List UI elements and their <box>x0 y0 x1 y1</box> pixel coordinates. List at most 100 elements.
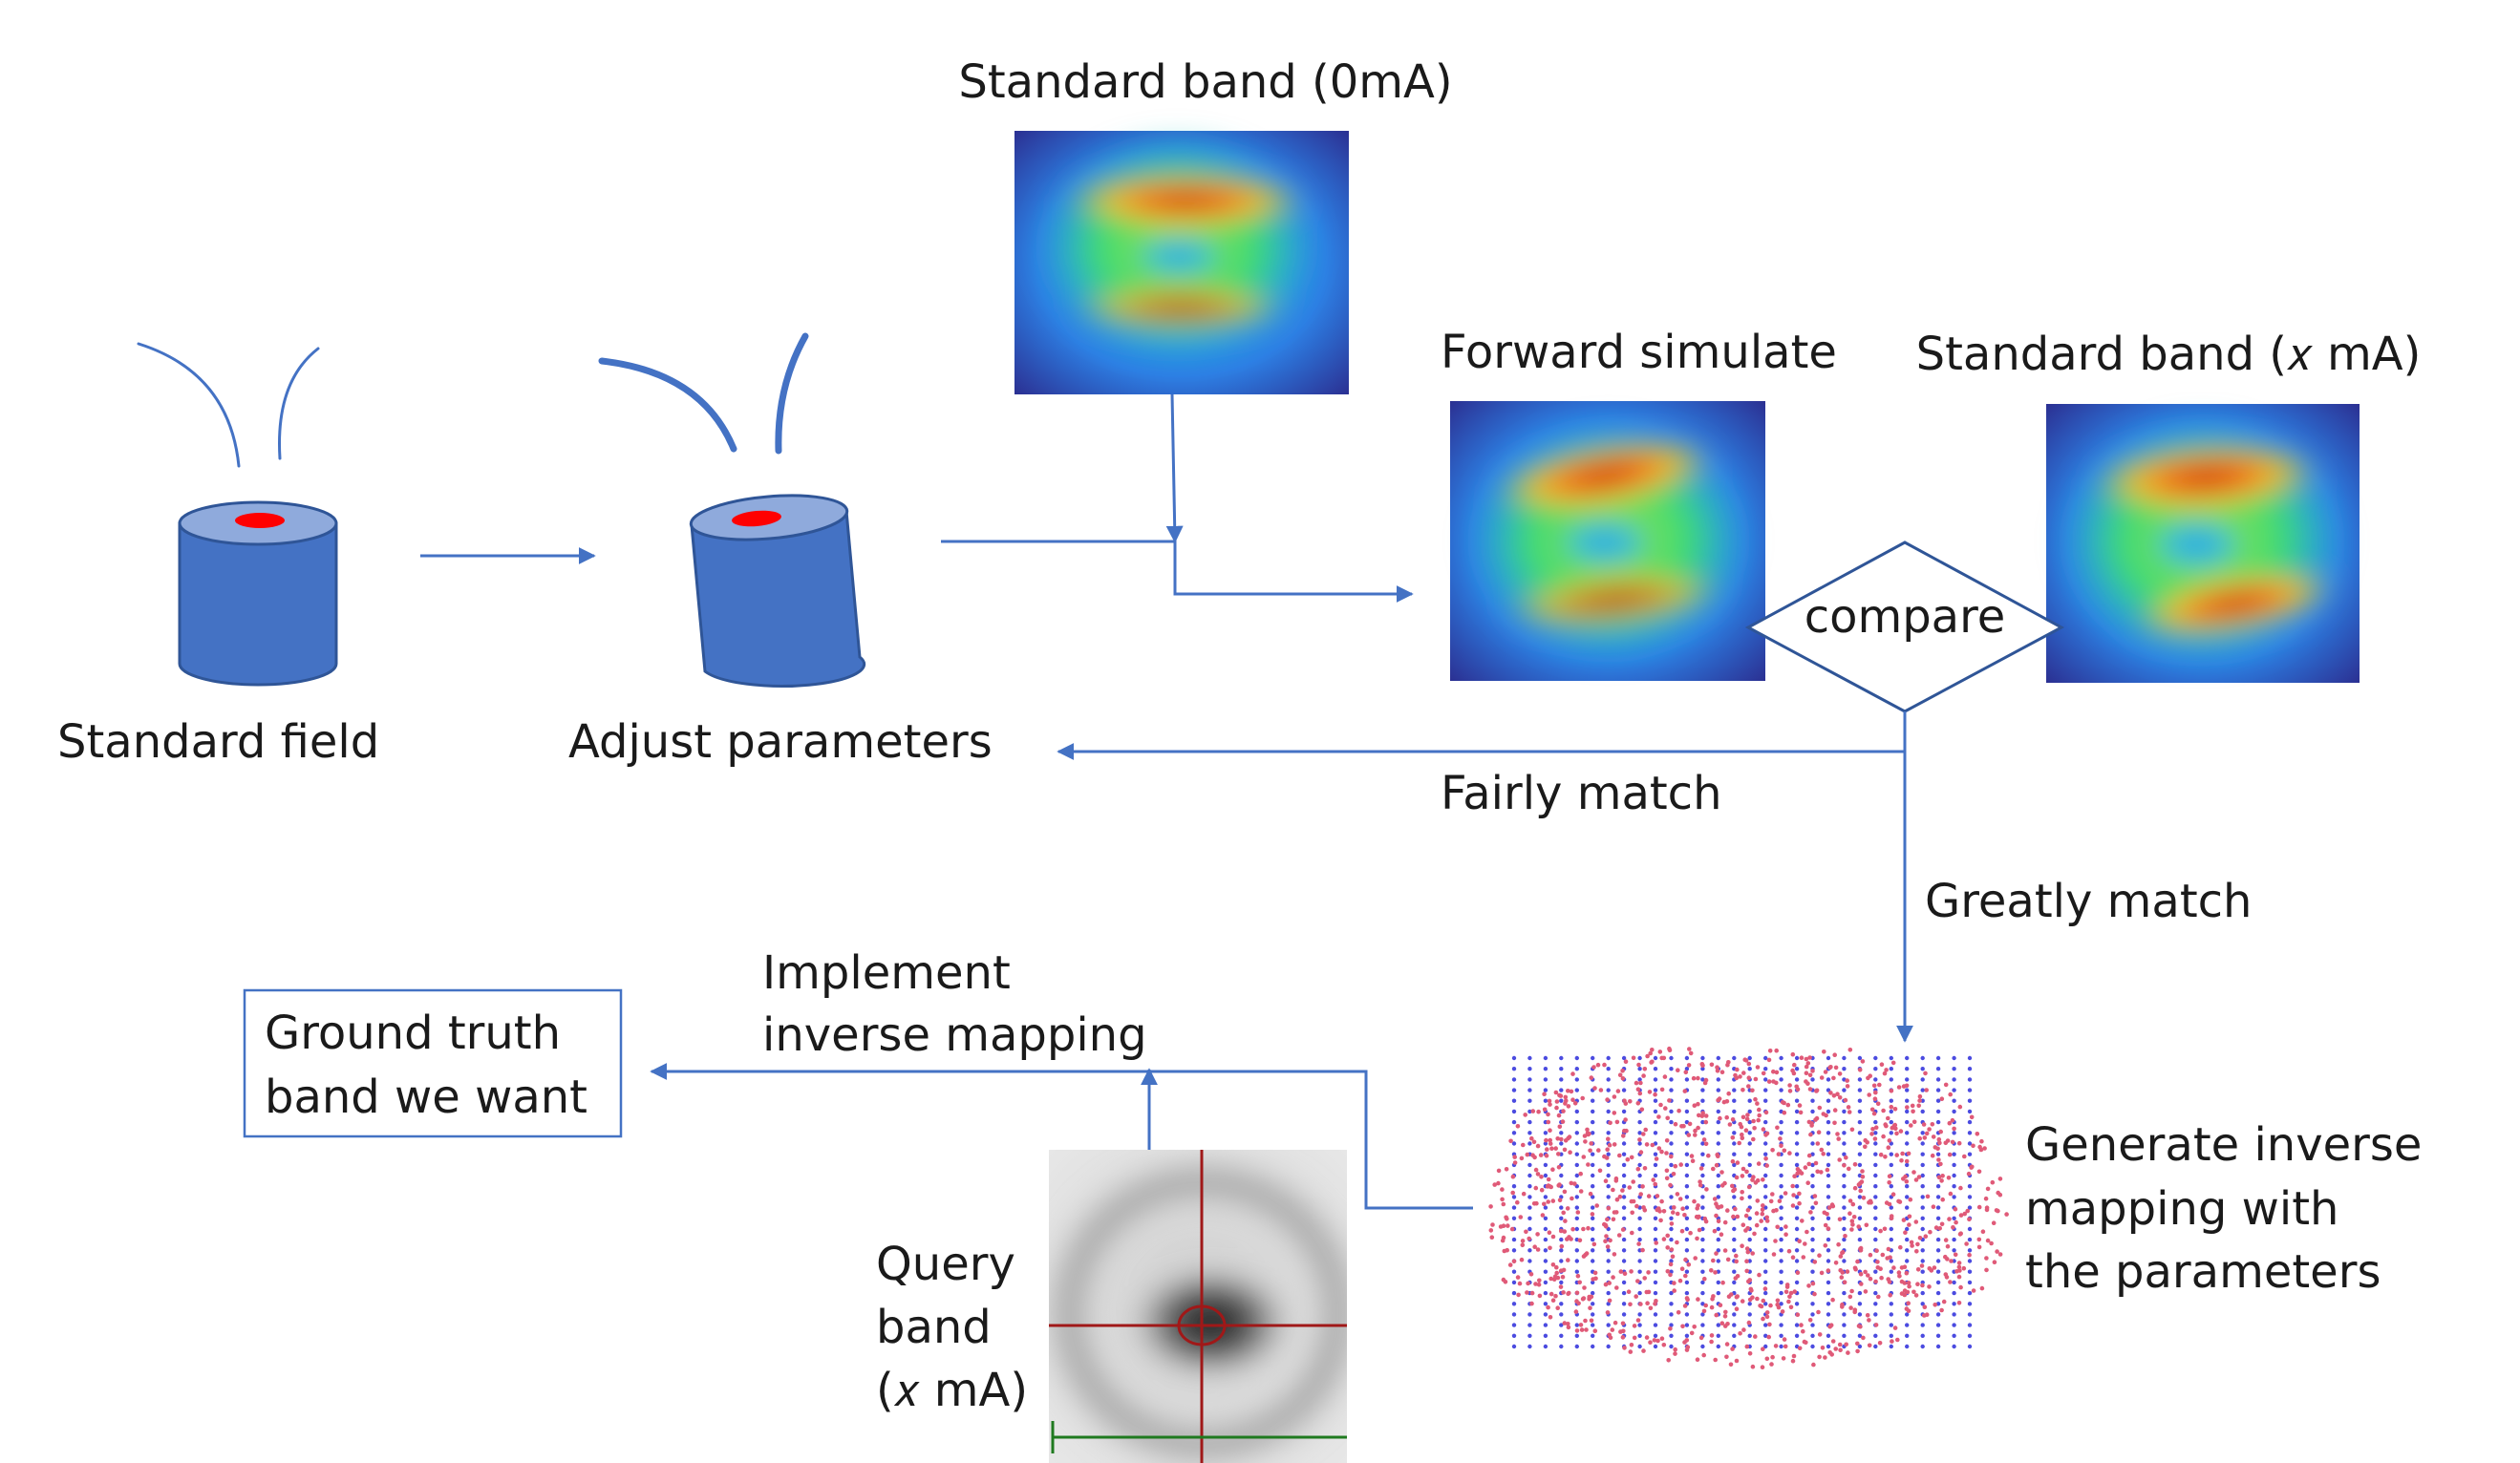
grid-dot <box>1857 1205 1863 1210</box>
grid-dot <box>1653 1290 1658 1296</box>
scatter-dot <box>1976 1204 1982 1210</box>
scatter-dot <box>1679 1266 1685 1271</box>
grid-dot <box>1889 1344 1894 1349</box>
scatter-dot <box>1580 1095 1585 1101</box>
grid-dot <box>1935 1109 1941 1114</box>
scatter-dot <box>1930 1122 1935 1127</box>
scatter-dot <box>1556 1165 1562 1170</box>
scatter-dot <box>1740 1196 1744 1201</box>
scatter-dot <box>1724 1342 1730 1346</box>
scatter-dot <box>1782 1337 1787 1342</box>
scatter-dot <box>1668 1272 1673 1278</box>
scatter-dot <box>1884 1068 1889 1072</box>
scatter-dot <box>1782 1148 1787 1154</box>
grid-dot <box>1967 1195 1973 1199</box>
grid-dot <box>1591 1055 1595 1061</box>
scatter-dot <box>1845 1269 1850 1274</box>
scatter-dot <box>1635 1279 1640 1283</box>
scatter-dot <box>1950 1139 1955 1145</box>
scatter-dot <box>1790 1068 1795 1073</box>
scatter-dot <box>1923 1234 1929 1239</box>
scatter-dot <box>1653 1181 1657 1187</box>
scatter-dot <box>1657 1050 1663 1054</box>
grid-dot <box>1511 1195 1517 1199</box>
grid-dot <box>1716 1333 1721 1339</box>
scatter-dot <box>1531 1201 1537 1206</box>
scatter-dot <box>1932 1265 1937 1270</box>
grid-dot <box>1684 1152 1690 1156</box>
scatter-dot <box>1782 1100 1786 1106</box>
scatter-dot <box>1997 1252 2003 1257</box>
scatter-dot <box>1947 1120 1953 1126</box>
grid-dot <box>1543 1131 1548 1135</box>
scatter-dot <box>1570 1097 1575 1102</box>
scatter-dot <box>1764 1219 1770 1223</box>
grid-dot <box>1669 1302 1674 1306</box>
scatter-dot <box>1764 1163 1769 1168</box>
grid-dot <box>1842 1205 1847 1210</box>
arrow-fairly-match <box>1057 711 1907 760</box>
grid-dot <box>1574 1323 1580 1327</box>
scatter-dot <box>1696 1075 1700 1081</box>
scatter-dot <box>1610 1327 1615 1332</box>
scatter-dot <box>1781 1356 1786 1361</box>
scatter-dot <box>1637 1091 1643 1096</box>
grid-dot <box>1511 1237 1517 1242</box>
grid-dot <box>1511 1088 1517 1092</box>
scatter-dot <box>1683 1273 1688 1279</box>
scatter-dot <box>1568 1150 1572 1155</box>
scatter-dot <box>1897 1274 1902 1279</box>
scatter-dot <box>1914 1249 1919 1254</box>
scatter-dot <box>1879 1275 1884 1281</box>
grid-dot <box>1732 1226 1737 1232</box>
scatter-dot <box>1523 1113 1527 1117</box>
scatter-dot <box>1958 1185 1963 1191</box>
grid-dot <box>1591 1333 1595 1339</box>
grid-dot <box>1873 1173 1878 1178</box>
grid-dot <box>1779 1184 1783 1189</box>
grid-dot <box>1637 1141 1642 1146</box>
grid-dot <box>1653 1067 1658 1071</box>
grid-dot <box>1763 1067 1768 1071</box>
grid-dot <box>1889 1162 1894 1168</box>
grid-dot <box>1920 1088 1925 1092</box>
grid-dot <box>1952 1344 1956 1349</box>
grid-dot <box>1653 1098 1658 1103</box>
scatter-dot <box>1719 1170 1724 1175</box>
scatter-dot <box>1496 1168 1502 1174</box>
grid-dot <box>1810 1162 1815 1168</box>
scatter-dot <box>1510 1190 1515 1196</box>
scatter-dot <box>1905 1105 1910 1110</box>
scatter-dot <box>1644 1335 1650 1340</box>
scatter-dot <box>1911 1109 1915 1114</box>
scatter-dot <box>1671 1210 1676 1215</box>
scatter-dot <box>1889 1216 1894 1220</box>
grid-dot <box>1527 1173 1532 1178</box>
scatter-dot <box>1690 1158 1696 1163</box>
scatter-dot <box>1819 1170 1824 1175</box>
grid-dot <box>1763 1344 1768 1349</box>
scatter-dot <box>1679 1228 1685 1234</box>
scatter-dot <box>1563 1094 1569 1100</box>
scatter-dot <box>1724 1114 1729 1120</box>
scatter-dot <box>1849 1227 1854 1232</box>
scatter-dot <box>1740 1190 1744 1195</box>
scatter-dot <box>1703 1119 1709 1125</box>
scatter-dot <box>1755 1065 1761 1070</box>
scatter-dot <box>1645 1053 1650 1059</box>
scatter-dot <box>1947 1217 1952 1221</box>
scatter-dot <box>1893 1126 1898 1132</box>
scatter-dot <box>1498 1224 1504 1229</box>
grid-dot <box>1905 1109 1910 1114</box>
scatter-dot <box>1806 1119 1812 1125</box>
scatter-dot <box>1876 1294 1881 1300</box>
scatter-dot <box>1643 1127 1648 1133</box>
grid-dot <box>1810 1109 1815 1114</box>
grid-dot <box>1511 1119 1517 1125</box>
scatter-dot <box>1911 1119 1917 1125</box>
inverse-mapping-grid <box>1511 1055 1973 1349</box>
scatter-dot <box>1735 1160 1741 1165</box>
scatter-dot <box>1782 1110 1787 1115</box>
scatter-dot <box>1614 1119 1620 1125</box>
scatter-dot <box>1658 1102 1663 1108</box>
